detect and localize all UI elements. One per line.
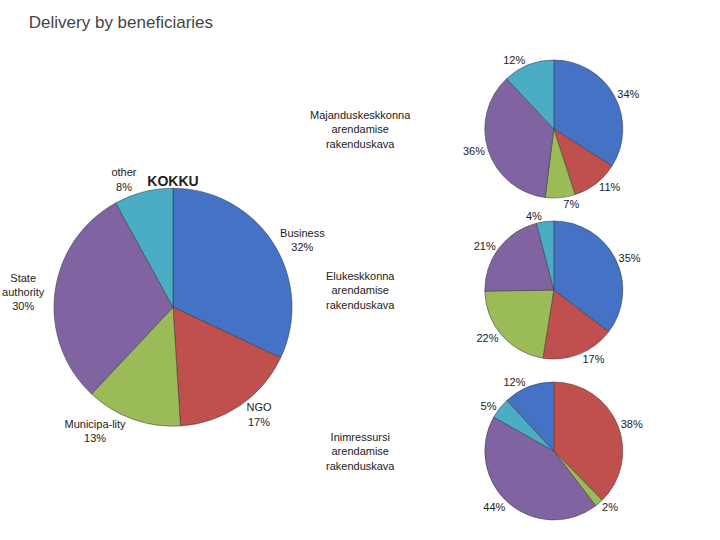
svg-text:Stateauthority30%: Stateauthority30%: [2, 272, 45, 313]
svg-text:12%: 12%: [503, 54, 525, 66]
svg-text:Inimressursiarendamiserakendus: Inimressursiarendamiserakenduskava: [326, 431, 395, 472]
svg-text:7%: 7%: [563, 198, 579, 210]
svg-text:34%: 34%: [617, 88, 639, 100]
svg-text:22%: 22%: [476, 332, 498, 344]
svg-text:Majanduskeskkonnaarendamiserak: Majanduskeskkonnaarendamiserakenduskava: [310, 109, 411, 150]
svg-text:35%: 35%: [619, 252, 641, 264]
svg-text:44%: 44%: [483, 501, 505, 513]
svg-text:KOKKU: KOKKU: [147, 173, 198, 189]
svg-text:Delivery by beneficiaries: Delivery by beneficiaries: [29, 13, 213, 32]
svg-text:17%: 17%: [582, 353, 604, 365]
svg-text:11%: 11%: [599, 181, 620, 193]
svg-text:36%: 36%: [463, 145, 485, 157]
svg-text:Business32%: Business32%: [280, 227, 325, 253]
svg-text:38%: 38%: [621, 418, 643, 430]
svg-text:other8%: other8%: [111, 166, 136, 192]
svg-text:Municipa-lity13%: Municipa-lity13%: [64, 418, 126, 444]
svg-text:Elukeskkonnaarendamiserakendus: Elukeskkonnaarendamiserakenduskava: [326, 270, 395, 311]
svg-text:4%: 4%: [526, 210, 542, 222]
svg-text:21%: 21%: [474, 240, 496, 252]
svg-text:NGO17%: NGO17%: [246, 401, 272, 427]
svg-text:2%: 2%: [602, 501, 618, 513]
svg-text:12%: 12%: [503, 376, 525, 388]
svg-text:5%: 5%: [481, 400, 497, 412]
